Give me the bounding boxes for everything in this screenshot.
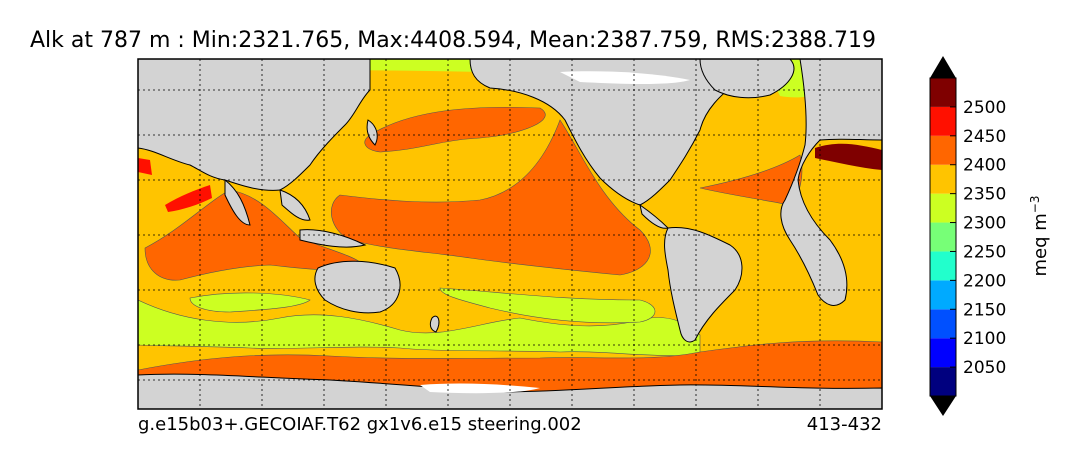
year-range-label: 413-432 — [806, 414, 882, 435]
colorbar-segment — [930, 338, 956, 368]
plot-title: Alk at 787 m : Min:2321.765, Max:4408.59… — [30, 28, 877, 53]
colorbar-tick-label: 2250 — [963, 242, 1006, 262]
land-southeast-asia — [279, 189, 311, 221]
colorbar-tick-label: 2500 — [963, 98, 1006, 118]
colorbar-extend-min — [930, 396, 956, 416]
colorbar-tick-label: 2150 — [963, 300, 1006, 320]
atlantic-orange — [699, 154, 803, 206]
colorbar-segment — [930, 222, 956, 252]
colorbar-segment — [930, 164, 956, 194]
colorbar-tick-label: 2050 — [963, 358, 1006, 378]
colorbar-segment — [930, 367, 956, 396]
colorbar-segment — [930, 78, 956, 107]
colorbar-tick-label: 2100 — [963, 329, 1006, 349]
land-new-zealand — [429, 315, 440, 333]
north-pacific-orange — [364, 106, 546, 153]
graticule — [138, 59, 882, 409]
colorbar-tick-label: 2200 — [963, 271, 1006, 291]
mediterranean-high — [815, 143, 882, 170]
colorbar-segment — [930, 309, 956, 339]
land-japan — [366, 119, 378, 146]
red-sea-high — [138, 158, 152, 175]
colorbar-ticks: 2050 2100 2150 2200 2250 2300 2350 2400 2450 2500 — [950, 98, 1006, 378]
colorbar-segment — [930, 193, 956, 223]
map-frame — [137, 58, 883, 410]
map-area — [138, 59, 882, 409]
colorbar-segment — [930, 280, 956, 310]
colorbar-tick-label: 2400 — [963, 156, 1006, 176]
run-label: g.e15b03+.GECOIAF.T62 gx1v6.e15 steering… — [138, 414, 582, 435]
pacific-lime-patch — [439, 287, 656, 324]
land-indonesia — [299, 229, 367, 248]
ice-arctic — [560, 71, 690, 84]
colorbar-tick-label: 2300 — [963, 214, 1006, 234]
pacific-orange-region — [331, 119, 651, 276]
land-greenland — [699, 59, 795, 99]
colorbar-segment — [930, 106, 956, 136]
colorbar-outline — [929, 77, 957, 397]
colorbar-extend-max — [930, 56, 956, 78]
colorbar-tick-label: 2350 — [963, 185, 1006, 205]
land-india — [224, 178, 251, 226]
colorbar-tick-label: 2450 — [963, 127, 1006, 147]
colorbar-segment — [930, 135, 956, 165]
colorbar — [929, 56, 957, 416]
colorbar-label: meq m−3 — [1028, 196, 1051, 277]
indian-lime-patch — [189, 292, 311, 313]
land-africa-europe — [780, 59, 882, 306]
arabian-sea-red — [165, 185, 212, 212]
land-south-america — [664, 226, 743, 343]
colorbar-segment — [930, 251, 956, 281]
land-australia — [314, 260, 401, 314]
